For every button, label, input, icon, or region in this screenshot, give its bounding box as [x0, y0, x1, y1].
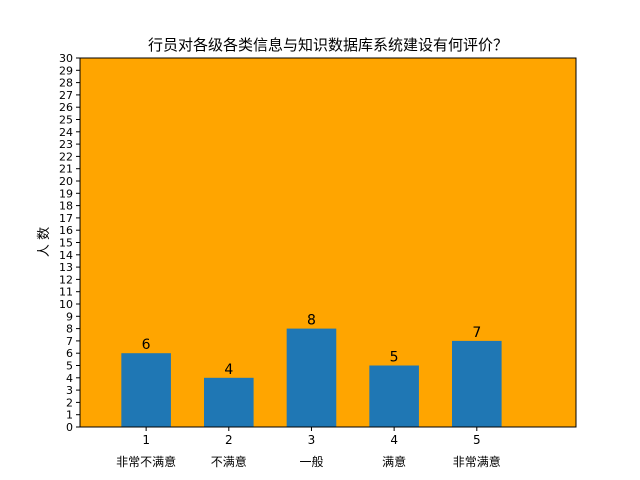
y-tick-label: 27 [59, 89, 73, 102]
data-label-4: 5 [390, 350, 399, 366]
y-tick-label: 22 [59, 150, 73, 163]
data-label-3: 8 [307, 313, 316, 329]
y-tick-label: 11 [59, 286, 73, 299]
y-tick-label: 29 [59, 64, 73, 77]
bars-group [121, 328, 502, 427]
x-category-label: 不满意 [211, 454, 247, 469]
y-tick-label: 28 [59, 77, 73, 90]
y-tick-label: 24 [59, 126, 73, 139]
data-label-1: 6 [142, 337, 151, 353]
y-axis: 0123456789101112131415161718192021222324… [59, 52, 80, 434]
x-tick-label: 4 [390, 433, 398, 447]
x-tick-label: 1 [142, 433, 150, 447]
y-tick-label: 18 [59, 200, 73, 213]
y-tick-label: 2 [66, 396, 73, 409]
y-tick-label: 12 [59, 273, 73, 286]
x-tick-label: 3 [308, 433, 316, 447]
y-tick-label: 10 [59, 298, 73, 311]
y-tick-label: 6 [66, 347, 73, 360]
bar-1 [121, 353, 171, 427]
y-tick-label: 8 [66, 323, 73, 336]
data-label-5: 7 [472, 325, 481, 341]
x-category-label: 非常满意 [453, 454, 501, 469]
chart-title: 行员对各级各类信息与知识数据库系统建设有何评价？ [148, 36, 508, 54]
y-tick-label: 9 [66, 310, 73, 323]
y-tick-label: 4 [66, 372, 73, 385]
y-tick-label: 17 [59, 212, 73, 225]
y-tick-label: 26 [59, 101, 73, 114]
x-category-label: 非常不满意 [116, 454, 176, 469]
y-tick-label: 20 [59, 175, 73, 188]
y-tick-label: 3 [66, 384, 73, 397]
y-tick-label: 23 [59, 138, 73, 151]
y-tick-label: 25 [59, 114, 73, 127]
x-axis: 1 非常不满意 2 不满意 3 一般 4 满意 5 非常满意 [116, 427, 501, 469]
bar-2 [204, 377, 254, 427]
data-labels-group: 6 4 8 5 7 [142, 313, 482, 378]
bar-3 [286, 328, 337, 427]
y-tick-label: 1 [66, 409, 73, 422]
x-tick-label: 2 [225, 433, 233, 447]
y-tick-label: 30 [59, 52, 73, 65]
data-label-2: 4 [224, 362, 233, 378]
y-tick-label: 13 [59, 261, 73, 274]
plot-frame [79, 57, 577, 428]
x-category-label: 满意 [382, 454, 406, 469]
bar-5 [452, 340, 502, 427]
x-category-label: 一般 [299, 454, 323, 469]
y-tick-label: 0 [66, 421, 73, 434]
y-tick-label: 7 [66, 335, 73, 348]
y-tick-label: 5 [66, 360, 73, 373]
x-tick-label: 5 [473, 433, 481, 447]
y-tick-label: 14 [59, 249, 73, 262]
y-tick-label: 16 [59, 224, 73, 237]
y-tick-label: 21 [59, 163, 73, 176]
bar-4 [369, 365, 419, 427]
y-tick-label: 15 [59, 237, 73, 250]
y-tick-label: 19 [59, 187, 73, 200]
y-axis-label: 人 数 [37, 227, 52, 257]
